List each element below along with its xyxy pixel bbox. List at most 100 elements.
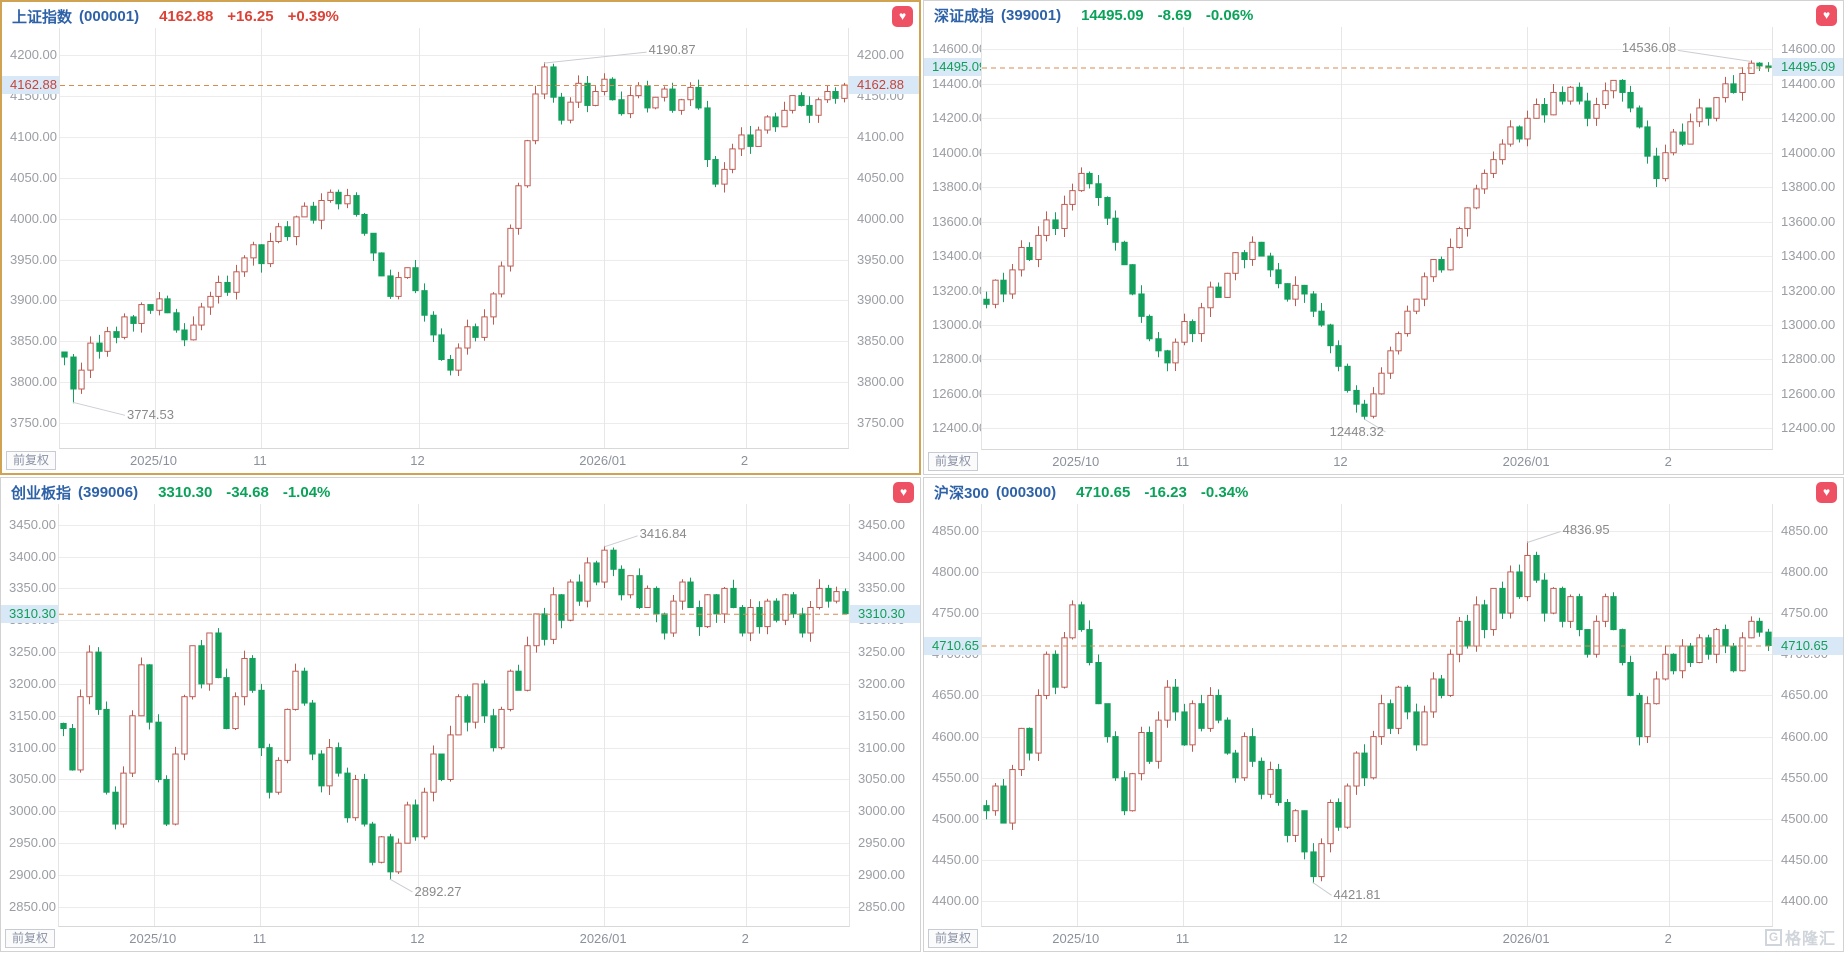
adjust-mode-button[interactable]: 前复权: [928, 452, 979, 471]
y-axis-tick-label: 12800.00: [932, 351, 981, 367]
last-price: 4710.65: [1076, 483, 1131, 501]
y-axis-tick-label: 12800.00: [1781, 351, 1836, 367]
y-axis-left: 4850.004800.004750.004700.004650.004600.…: [924, 504, 981, 927]
y-axis-tick-label: 4100.00: [10, 128, 57, 144]
x-axis-label: 2: [1664, 454, 1672, 469]
y-axis-tick-label: 12600.00: [1781, 385, 1836, 401]
y-axis-tick-label: 3050.00: [9, 771, 56, 787]
y-axis-tick-label: 3150.00: [9, 707, 56, 723]
x-axis-row: 前复权 2025/10 11 12 2026/01 2: [1, 927, 920, 951]
chart-panel-sse[interactable]: 上证指数 (000001) 4162.88 +16.25 +0.39% ♥ 42…: [0, 0, 921, 475]
y-axis-tick-label: 3750.00: [10, 415, 57, 431]
index-code: (399001): [1001, 6, 1062, 24]
y-axis-tick-label: 4600.00: [1781, 728, 1828, 744]
x-axis-row: 前复权 2025/10 11 12 2026/01 2: [924, 927, 1843, 951]
candlestick-plot[interactable]: 3416.84 2892.27: [58, 504, 850, 927]
candles-svg: [982, 27, 1772, 449]
adjust-mode-button[interactable]: 前复权: [5, 929, 56, 948]
y-axis-tick-label: 4050.00: [10, 169, 57, 185]
y-axis-tick-label: 4400.00: [932, 893, 979, 909]
y-axis-tick-label: 3050.00: [858, 771, 905, 787]
y-axis-tick-label: 12400.00: [1781, 420, 1836, 436]
y-axis-tick-label: 3400.00: [9, 548, 56, 564]
y-axis-tick-label: 4100.00: [857, 128, 904, 144]
high-price-annotation: 4836.95: [1562, 521, 1610, 537]
x-axis-label: 2: [741, 931, 749, 946]
price-change: -16.23: [1144, 483, 1187, 501]
index-name: 沪深300: [934, 484, 990, 502]
x-axis-label: 12: [410, 453, 425, 468]
y-axis-tick-label: 3950.00: [857, 251, 904, 267]
chart-panel-chinext[interactable]: 创业板指 (399006) 3310.30 -34.68 -1.04% ♥ 34…: [0, 477, 921, 952]
candlestick-plot[interactable]: 14536.08 12448.32: [981, 27, 1773, 450]
x-axis-label: 2025/10: [1052, 931, 1100, 946]
price-change: -8.69: [1157, 6, 1192, 24]
x-axis-label: 12: [1333, 454, 1348, 469]
x-axis-label: 12: [410, 931, 425, 946]
favorite-button[interactable]: ♥: [893, 481, 914, 503]
chart-panel-csi300[interactable]: 沪深300 (000300) 4710.65 -16.23 -0.34% ♥ 4…: [923, 477, 1844, 952]
x-axis-label: 2025/10: [130, 453, 178, 468]
low-price-annotation: 4421.81: [1333, 887, 1381, 903]
current-price-tag: 14495.09: [1773, 58, 1843, 77]
y-axis-tick-label: 4750.00: [1781, 605, 1828, 621]
adjust-mode-button[interactable]: 前复权: [6, 451, 57, 470]
y-axis-tick-label: 3250.00: [9, 644, 56, 660]
y-axis-tick-label: 13400.00: [932, 248, 981, 264]
high-price-annotation: 4190.87: [648, 42, 696, 58]
x-axis-label: 12: [1333, 931, 1348, 946]
panel-header: 沪深300 (000300) 4710.65 -16.23 -0.34% ♥: [924, 478, 1843, 504]
low-price-annotation: 2892.27: [414, 883, 462, 899]
price-change-pct: -0.34%: [1200, 483, 1249, 501]
candlestick-plot[interactable]: 4836.95 4421.81: [981, 504, 1773, 927]
y-axis-tick-label: 13000.00: [932, 316, 981, 332]
last-price: 4162.88: [159, 7, 214, 25]
y-axis-tick-label: 2950.00: [9, 835, 56, 851]
y-axis-tick-label: 4600.00: [932, 728, 979, 744]
x-axis-label: 11: [253, 453, 267, 468]
index-code: (000300): [996, 483, 1057, 501]
x-axis-label: 2026/01: [579, 453, 627, 468]
x-axis-label: 2026/01: [1502, 931, 1550, 946]
y-axis-tick-label: 3850.00: [10, 333, 57, 349]
y-axis-tick-label: 4550.00: [1781, 769, 1828, 785]
y-axis-tick-label: 3250.00: [858, 644, 905, 660]
last-price: 14495.09: [1081, 6, 1144, 24]
y-axis-tick-label: 3100.00: [9, 739, 56, 755]
y-axis-right: 3450.003400.003350.003300.003250.003200.…: [850, 504, 920, 927]
favorite-button[interactable]: ♥: [892, 5, 913, 27]
y-axis-tick-label: 4500.00: [1781, 810, 1828, 826]
y-axis-tick-label: 13000.00: [1781, 316, 1836, 332]
candles-svg: [59, 504, 849, 926]
adjust-mode-button[interactable]: 前复权: [928, 929, 979, 948]
y-axis-tick-label: 14400.00: [1781, 75, 1836, 91]
x-axis-label: 2: [740, 453, 749, 468]
current-price-tag: 3310.30: [850, 604, 920, 623]
index-code: (399006): [78, 483, 139, 501]
y-axis-tick-label: 14600.00: [932, 41, 981, 57]
price-change-pct: -1.04%: [282, 483, 331, 501]
y-axis-tick-label: 12600.00: [932, 385, 981, 401]
x-axis-label: 2026/01: [1502, 454, 1550, 469]
current-price-tag: 4162.88: [2, 76, 59, 95]
favorite-button[interactable]: ♥: [1816, 481, 1837, 503]
index-name: 创业板指: [11, 484, 72, 502]
price-change-pct: -0.06%: [1205, 6, 1254, 24]
price-change: -34.68: [226, 483, 269, 501]
candlestick-plot[interactable]: 4190.87 3774.53: [59, 28, 849, 449]
y-axis-tick-label: 4450.00: [932, 852, 979, 868]
y-axis-right: 4850.004800.004750.004700.004650.004600.…: [1773, 504, 1843, 927]
x-axis-row: 前复权 2025/10 11 12 2026/01 2: [924, 450, 1843, 474]
high-price-annotation: 14536.08: [1621, 40, 1677, 56]
index-name: 深证成指: [934, 7, 995, 25]
heart-icon: ♥: [899, 484, 908, 499]
y-axis-tick-label: 4850.00: [932, 522, 979, 538]
y-axis-tick-label: 3350.00: [858, 580, 905, 596]
favorite-button[interactable]: ♥: [1816, 4, 1837, 26]
y-axis-left: 14600.00 14400.00 14200.00 14000.00 13800.00…: [924, 27, 981, 450]
y-axis-tick-label: 4550.00: [932, 769, 979, 785]
y-axis-tick-label: 12400.00: [932, 420, 981, 436]
chart-panel-szse[interactable]: 深证成指 (399001) 14495.09 -8.69 -0.06% ♥ 14…: [923, 0, 1844, 475]
y-axis-tick-label: 3850.00: [857, 333, 904, 349]
current-price-tag: 4710.65: [1773, 636, 1843, 655]
